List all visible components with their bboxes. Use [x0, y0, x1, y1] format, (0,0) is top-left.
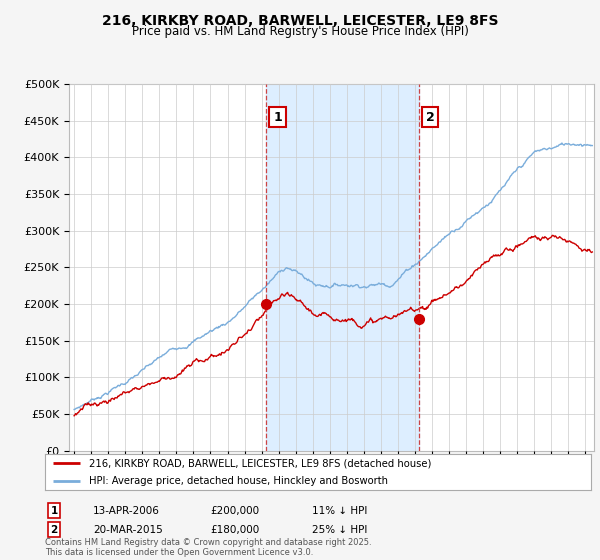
- Text: 11% ↓ HPI: 11% ↓ HPI: [312, 506, 367, 516]
- Text: 2: 2: [425, 110, 434, 124]
- Text: 25% ↓ HPI: 25% ↓ HPI: [312, 525, 367, 535]
- Text: £180,000: £180,000: [210, 525, 259, 535]
- Text: 216, KIRKBY ROAD, BARWELL, LEICESTER, LE9 8FS: 216, KIRKBY ROAD, BARWELL, LEICESTER, LE…: [102, 14, 498, 28]
- Bar: [266, 84, 419, 451]
- Text: 1: 1: [273, 110, 282, 124]
- Text: 216, KIRKBY ROAD, BARWELL, LEICESTER, LE9 8FS (detached house): 216, KIRKBY ROAD, BARWELL, LEICESTER, LE…: [89, 458, 431, 468]
- Text: 20-MAR-2015: 20-MAR-2015: [93, 525, 163, 535]
- Text: £200,000: £200,000: [210, 506, 259, 516]
- Text: 1: 1: [50, 506, 58, 516]
- Text: 2: 2: [50, 525, 58, 535]
- Text: Price paid vs. HM Land Registry's House Price Index (HPI): Price paid vs. HM Land Registry's House …: [131, 25, 469, 38]
- Text: 13-APR-2006: 13-APR-2006: [93, 506, 160, 516]
- Text: HPI: Average price, detached house, Hinckley and Bosworth: HPI: Average price, detached house, Hinc…: [89, 475, 388, 486]
- Text: Contains HM Land Registry data © Crown copyright and database right 2025.
This d: Contains HM Land Registry data © Crown c…: [45, 538, 371, 557]
